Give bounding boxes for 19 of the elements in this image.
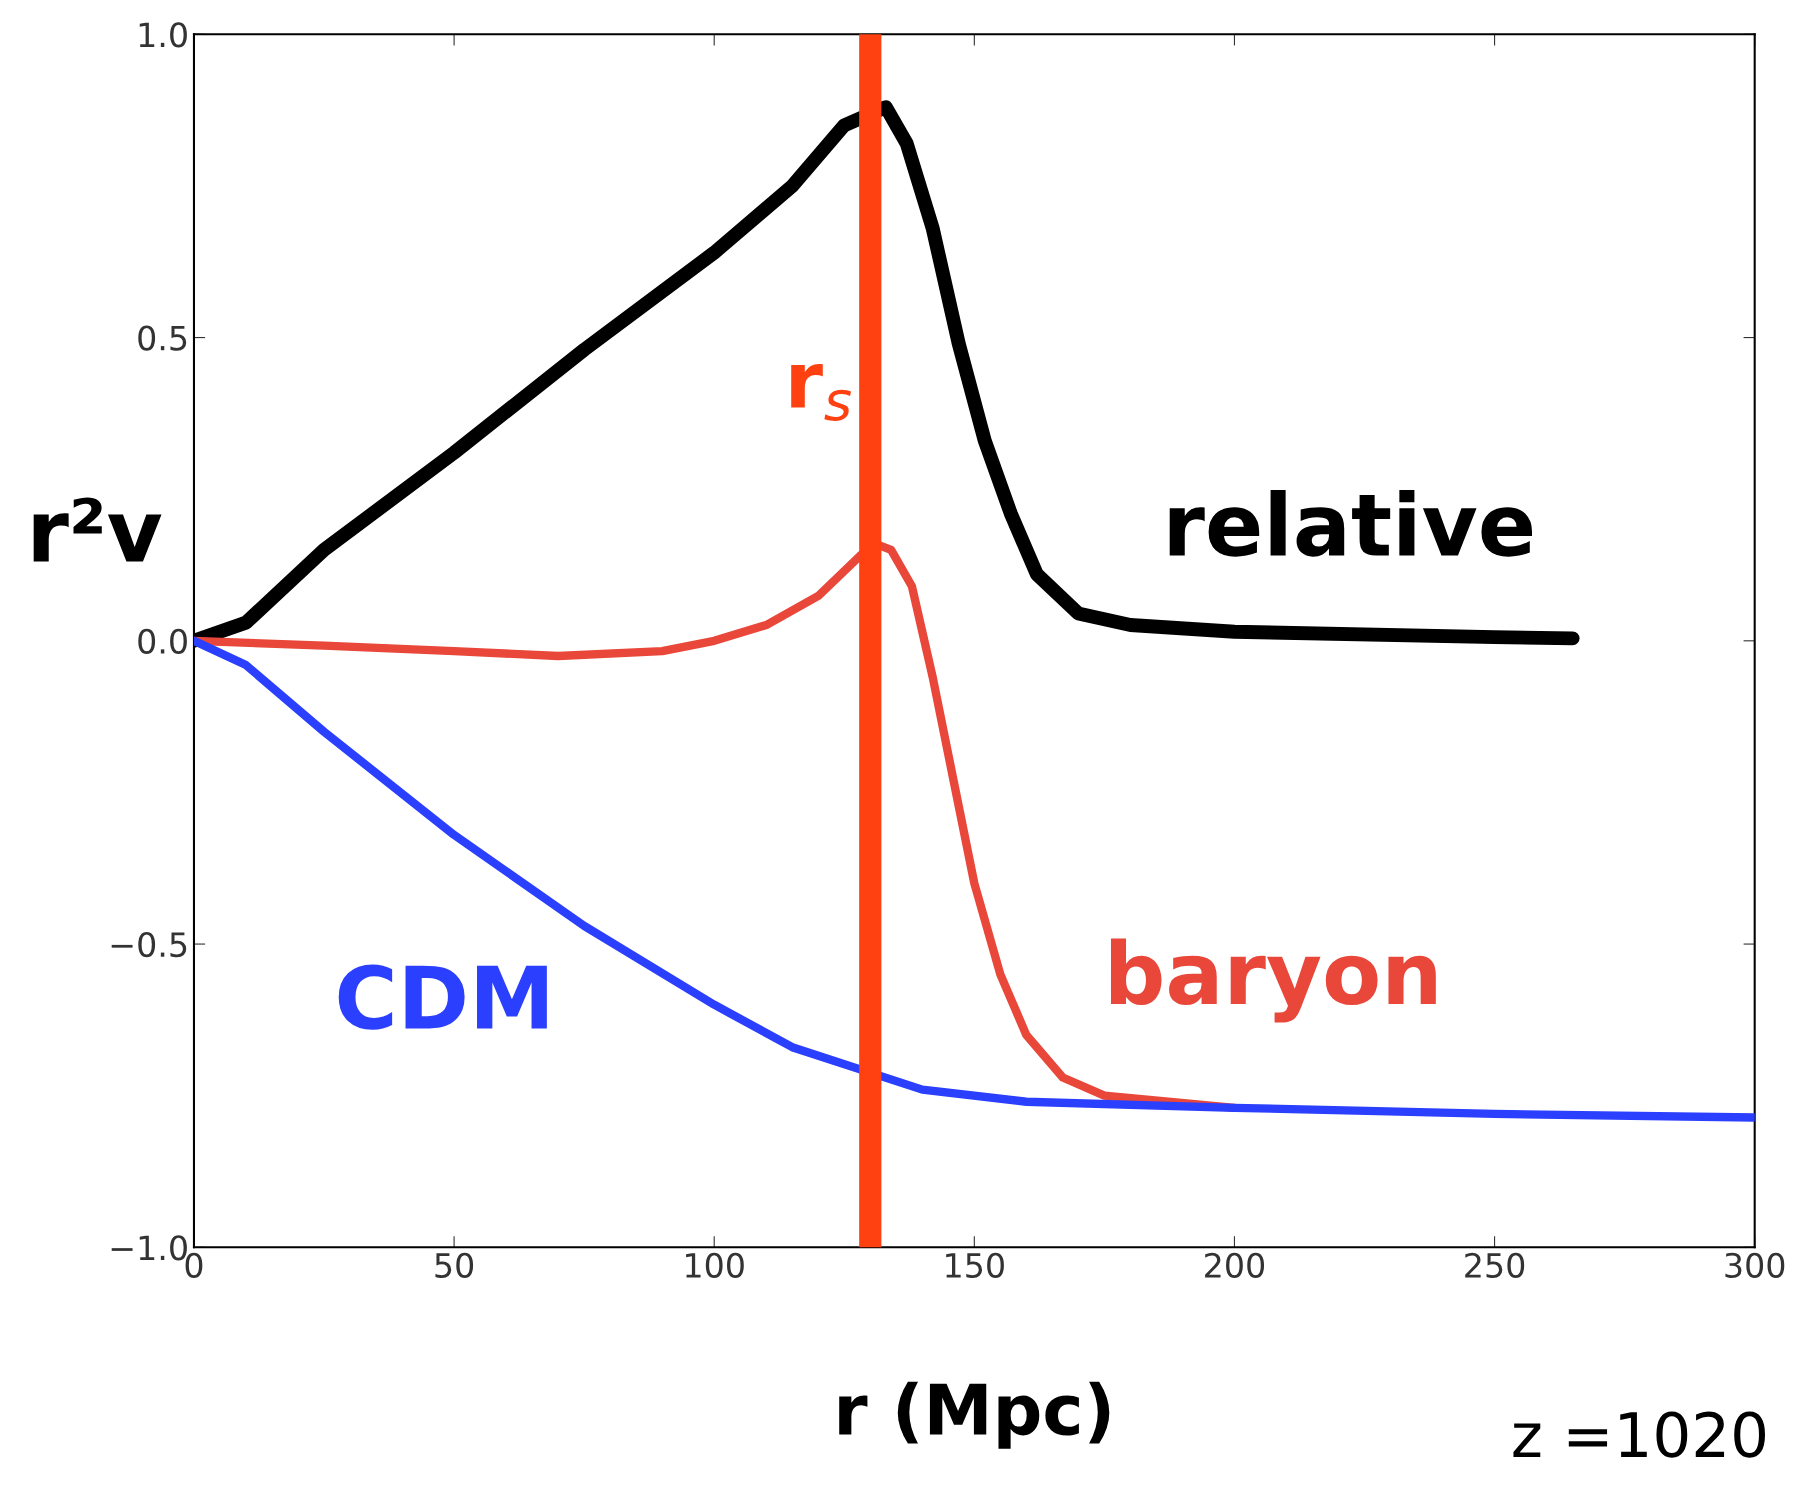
y-tick-label: −0.5: [111, 931, 187, 958]
y-tick-label: 0.5: [138, 325, 187, 351]
x-tick-label: 100: [686, 1252, 744, 1278]
x-tick-label: 50: [435, 1252, 474, 1278]
y-tick-label: 0.0: [138, 628, 187, 654]
y-axis-title: r²v: [33, 497, 162, 562]
series-label: baryon: [1110, 938, 1436, 1023]
x-tick-label: 250: [1465, 1252, 1525, 1278]
x-tick-label: 150: [946, 1252, 1004, 1278]
ref-line-label: r$_{s}$: [791, 363, 851, 422]
y-tick-label: −1.0: [111, 1235, 187, 1261]
x-axis-title: r (Mpc): [839, 1381, 1110, 1449]
y-tick-label: 1.0: [139, 22, 187, 48]
x-tick-label: 300: [1725, 1252, 1785, 1278]
x-tick-label: 200: [1205, 1252, 1265, 1278]
series-label: relative: [1169, 489, 1533, 557]
text: z =1020: [1513, 1411, 1765, 1458]
x-tick-label: 0: [185, 1252, 203, 1278]
series-label: CDM: [338, 964, 547, 1030]
